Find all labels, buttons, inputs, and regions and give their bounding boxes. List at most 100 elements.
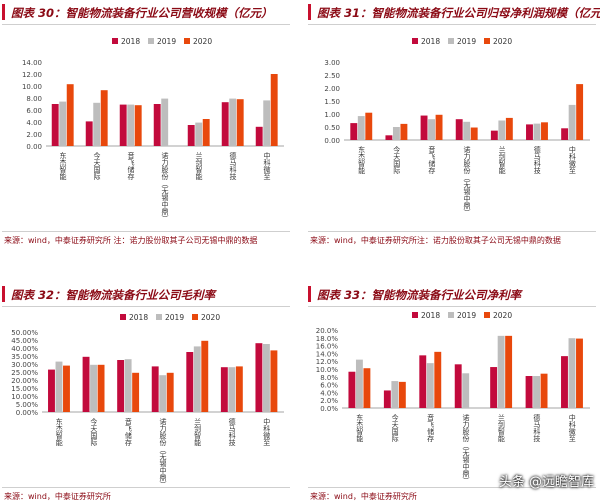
bar-2019 [355,359,363,408]
y-tick-label: 14.0% [316,350,339,358]
net-profit-bar-chart: 2018 2019 2020 0.00 0.50 1.00 1.50 2.00 2.50 3.00… [324,37,590,216]
bar-2019 [498,120,506,140]
chart-title: 图表 32：智能物流装备行业公司毛利率 [11,288,216,302]
x-category-label: 德马科技 [533,145,541,175]
bar-2018 [348,371,356,408]
x-category-label: 东杰智能 [358,145,366,175]
bar-2020 [166,372,174,412]
y-tick-label: 20.00% [11,377,38,385]
legend-label-2019: 2019 [165,313,184,322]
bar-2018 [454,364,462,408]
bar-2019 [195,122,203,146]
bar-2019 [161,98,169,146]
title-accent-bar [2,286,5,302]
source-divider [308,487,596,488]
chart-panel-net-profit: 图表 31：智能物流装备行业公司归母净利润规模（亿元） 2018 2019 2020… [308,2,600,245]
x-category-label: 兰剑智能 [498,145,506,175]
bar-2019 [193,346,201,412]
y-tick-label: 35.00% [11,353,38,361]
x-category-label: 音飞储存 [427,413,435,442]
chart-source-note: 来源：wind，中泰证券研究所注：诺力股份取其子公司无锡中鼎的数据 [310,236,561,245]
bar-2018 [85,121,93,146]
bar-2019 [357,116,365,140]
legend-swatch-2018 [120,314,126,320]
bar-2019 [127,104,135,146]
bar-2020 [201,340,209,412]
bar-2020 [400,123,408,140]
bar-2018 [383,390,391,408]
y-tick-label: 18.0% [316,335,339,343]
legend-label-2019: 2019 [157,37,176,46]
revenue-bar-chart: 2018 2019 2020 0.00 2.00 4.00 6.00 8.00 10.00 12.… [22,37,284,222]
bar-2019 [568,104,576,140]
legend-swatch-2020 [192,314,198,320]
bar-2018 [350,123,358,140]
bar-2020 [365,112,373,140]
x-category-label: 今天国际 [393,145,401,175]
y-tick-label: 25.00% [11,369,38,377]
bar-2020 [576,84,584,140]
bar-2020 [134,105,142,146]
source-divider [308,231,596,232]
x-category-label: 东杰智能 [59,151,67,181]
y-tick-label: 2.00 [324,85,340,93]
legend-label-2018: 2018 [121,37,140,46]
bar-2018 [186,352,194,412]
x-category-label: 兰剑智能 [497,413,505,443]
bar-2019 [391,381,399,408]
y-tick-label: 6.00 [26,107,42,115]
legend-label-2020: 2020 [493,311,512,320]
bar-2020 [235,366,243,412]
bar-2019 [568,338,576,408]
y-tick-label: 15.00% [11,385,38,393]
bar-2020 [132,372,140,412]
bar-2020 [270,74,278,146]
bar-2020 [398,381,406,408]
y-tick-label: 2.00 [26,131,42,139]
y-tick-label: 6.0% [320,382,338,390]
bar-2019 [59,101,67,146]
x-category-label: 东杰智能 [356,413,364,443]
bar-2019 [533,123,541,140]
bar-2018 [525,376,533,408]
bar-2019 [428,119,436,140]
chart-title: 图表 30：智能物流装备行业公司营收规模（亿元） [11,6,273,20]
bar-2019 [463,121,471,140]
legend-label-2018: 2018 [129,313,148,322]
source-divider [2,487,290,488]
y-tick-label: 50.00% [11,329,38,337]
bar-2018 [117,360,125,412]
x-category-label: 今天国际 [90,417,98,447]
legend-swatch-2018 [412,38,418,44]
bar-2019 [90,364,98,412]
x-category-label: 德马科技 [533,413,541,443]
x-category-label: 诺力股份（无锡中鼎） [161,151,169,222]
y-tick-label: 12.0% [316,358,339,366]
bar-2020 [470,127,478,140]
x-category-label: 音飞储存 [428,145,436,174]
y-tick-label: 0.00% [16,409,39,417]
chart-panel-gross-margin: 图表 32：智能物流装备行业公司毛利率 2018 2019 2020 0.00% 5.0… [2,284,290,501]
y-tick-label: 16.0% [316,343,339,351]
bar-2020 [576,338,583,408]
legend-label-2020: 2020 [201,313,220,322]
x-category-label: 兰剑智能 [195,151,203,181]
y-tick-label: 45.00% [11,337,38,345]
bar-2019 [497,335,505,408]
bar-2018 [151,366,159,412]
bar-2019 [262,344,270,412]
legend-label-2018: 2018 [421,37,440,46]
chart-panel-net-margin: 图表 33：智能物流装备行业公司净利率 2018 2019 2020 0.0% 2.0%… [308,284,596,501]
bar-2018 [490,367,498,408]
bar-2020 [505,335,513,408]
legend-label-2019: 2019 [457,37,476,46]
bar-2020 [505,117,513,140]
legend-swatch-2020 [184,38,190,44]
gross-margin-bar-chart: 2018 2019 2020 0.00%5.00%10.00%15.00%20.00%… [11,313,284,488]
source-divider [2,231,290,232]
legend-swatch-2020 [484,312,490,318]
bar-2018 [220,367,228,412]
x-category-label: 中科微至 [568,145,576,174]
y-tick-label: 10.00 [22,83,42,91]
chart-title: 图表 31：智能物流装备行业公司归母净利润规模（亿元） [317,6,600,20]
